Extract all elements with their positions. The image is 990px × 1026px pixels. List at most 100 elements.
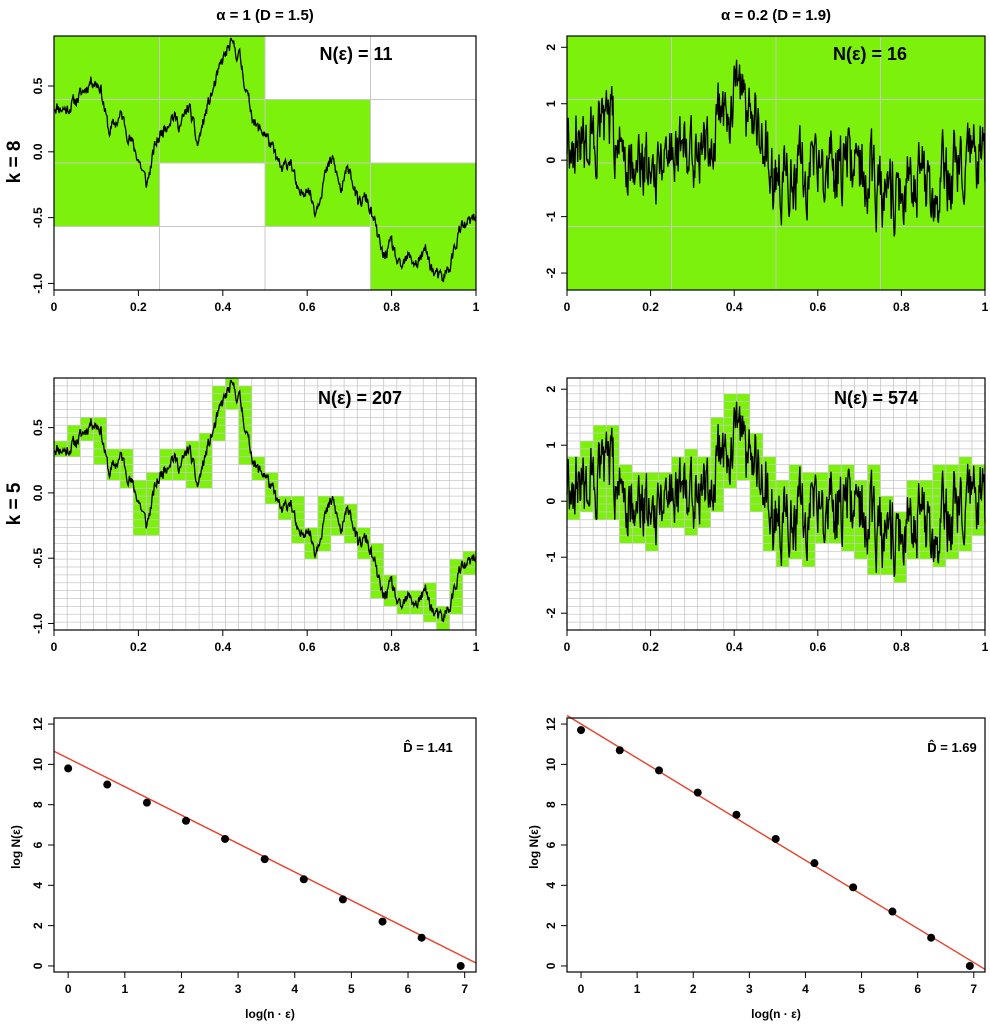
covering-box <box>54 36 160 227</box>
x-tick-label: 0.2 <box>642 300 659 314</box>
y-tick-label: 0.5 <box>31 419 45 436</box>
y-tick-label: 10 <box>544 757 558 771</box>
y-tick-label: 1 <box>544 100 558 107</box>
x-tick-label: 1 <box>634 982 641 996</box>
x-tick-label: 1 <box>121 982 128 996</box>
fractal-series-line <box>566 59 986 237</box>
plot-frame <box>53 377 477 631</box>
x-tick-label: 1 <box>982 640 989 654</box>
x-tick-label: 0 <box>564 300 571 314</box>
x-tick-label: 0.6 <box>809 640 826 654</box>
x-tick-label: 0.4 <box>726 300 743 314</box>
data-point <box>655 766 664 775</box>
covering-box <box>199 433 213 489</box>
panel-middle-right: 0 0.2 0.4 0.6 0.8 1 -2 -1 0 1 2 N(ε) = 574 <box>544 377 989 654</box>
y-tick-label: 0 <box>31 962 45 969</box>
data-point <box>965 961 974 970</box>
x-tick-label: 0.2 <box>130 300 147 314</box>
x-tick-label: 4 <box>802 982 809 996</box>
x-tick-label: 2 <box>178 982 185 996</box>
data-point <box>221 834 230 843</box>
x-tick-label: 0.6 <box>809 300 826 314</box>
y-tick-label: -1.0 <box>31 613 45 634</box>
covering-box <box>736 393 750 481</box>
covering-box <box>344 504 358 544</box>
x-tick-label: 3 <box>746 982 753 996</box>
x-tick-label: 0.2 <box>130 640 147 654</box>
column-title-left: α = 1 (D = 1.5) <box>216 7 314 24</box>
data-point <box>810 859 819 868</box>
dimension-estimate-annotation: D̂ = 1.69 <box>927 740 977 755</box>
y-tick-label: 0.0 <box>31 484 45 501</box>
data-point <box>142 798 151 807</box>
box-count-annotation: N(ε) = 16 <box>833 44 907 64</box>
y-tick-label: 6 <box>31 841 45 848</box>
y-tick-label: -0.5 <box>31 548 45 569</box>
data-point <box>103 780 112 789</box>
data-point <box>771 834 780 843</box>
box-count-annotation: N(ε) = 207 <box>318 388 402 408</box>
x-tick-label: 2 <box>690 982 697 996</box>
data-point <box>849 883 858 892</box>
data-point <box>378 917 387 926</box>
x-tick-label: 5 <box>348 982 355 996</box>
x-tick-label: 0.8 <box>383 640 400 654</box>
plot-frame <box>53 717 477 973</box>
data-point <box>64 764 73 773</box>
y-tick-label: 0.5 <box>31 77 45 94</box>
x-tick-label: 0.6 <box>299 300 316 314</box>
y-tick-label: 4 <box>31 882 45 889</box>
column-title-right: α = 0.2 (D = 1.9) <box>721 7 831 24</box>
panel-top-right: 0 0.2 0.4 0.6 0.8 1 -2 -1 0 1 2 N(ε) = 16 <box>544 35 989 314</box>
fractal-series-line <box>53 37 477 283</box>
dimension-estimate-annotation: D̂ = 1.41 <box>403 740 453 755</box>
y-tick-label: 8 <box>544 801 558 808</box>
x-tick-label: 0.2 <box>642 640 659 654</box>
y-tick-label: 0 <box>544 962 558 969</box>
x-tick-label: 0.4 <box>726 640 743 654</box>
fractal-series-line <box>53 379 477 623</box>
x-tick-label: 0.4 <box>214 300 231 314</box>
y-tick-label: -1 <box>544 552 558 563</box>
y-tick-label: 4 <box>544 882 558 889</box>
y-axis-label: log N(ε) <box>9 825 23 869</box>
box-count-annotation: N(ε) = 574 <box>834 388 918 408</box>
x-tick-label: 6 <box>914 982 921 996</box>
x-tick-label: 7 <box>461 982 468 996</box>
x-tick-label: 0.4 <box>214 640 231 654</box>
data-point <box>299 875 308 884</box>
x-tick-label: 0.8 <box>893 300 910 314</box>
x-tick-label: 4 <box>291 982 298 996</box>
y-tick-label: 0 <box>544 498 558 505</box>
x-tick-label: 1 <box>473 300 480 314</box>
x-tick-label: 0.8 <box>893 640 910 654</box>
x-tick-label: 0.6 <box>299 640 316 654</box>
y-tick-label: 0.0 <box>31 143 45 160</box>
covering-box <box>278 496 292 520</box>
y-tick-label: 2 <box>544 922 558 929</box>
x-tick-label: 0 <box>51 640 58 654</box>
box-count-annotation: N(ε) = 11 <box>319 44 392 64</box>
x-tick-label: 5 <box>858 982 865 996</box>
x-tick-label: 3 <box>235 982 242 996</box>
y-tick-label: 12 <box>544 717 558 731</box>
y-tick-label: 6 <box>544 841 558 848</box>
x-axis-label: log(n · ε) <box>245 1007 295 1021</box>
plot-frame <box>566 717 986 973</box>
y-tick-label: 0 <box>544 157 558 164</box>
data-point <box>888 907 897 916</box>
x-tick-label: 7 <box>970 982 977 996</box>
y-tick-label: -2 <box>544 267 558 278</box>
row-label-k5: k = 5 <box>4 482 25 525</box>
x-tick-label: 0.8 <box>383 300 400 314</box>
x-tick-label: 1 <box>473 640 480 654</box>
data-point <box>181 816 190 825</box>
data-point <box>456 961 465 970</box>
data-point <box>615 746 624 755</box>
plot-frame <box>566 377 986 631</box>
y-tick-label: 2 <box>31 922 45 929</box>
y-tick-label: -1 <box>544 211 558 222</box>
covering-box <box>133 480 147 536</box>
